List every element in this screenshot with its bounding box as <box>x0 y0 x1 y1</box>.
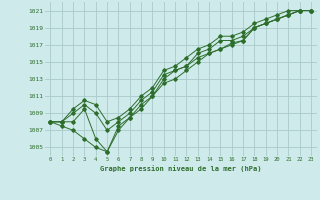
X-axis label: Graphe pression niveau de la mer (hPa): Graphe pression niveau de la mer (hPa) <box>100 165 261 172</box>
